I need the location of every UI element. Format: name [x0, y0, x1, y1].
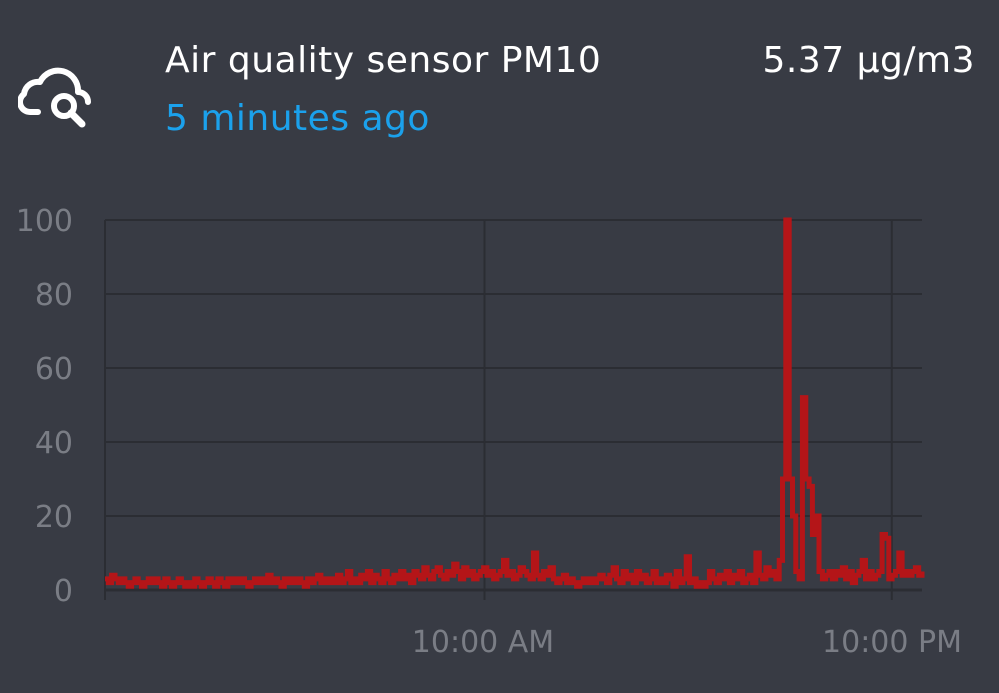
last-changed-time: 5 minutes ago [165, 98, 430, 139]
y-tick-label: 60 [35, 352, 73, 387]
x-tick-label: 10:00 AM [412, 625, 554, 660]
y-tick-label: 80 [35, 278, 73, 313]
history-chart[interactable]: 0 20 40 60 80 100 10:00 AM 10:00 PM [0, 195, 999, 693]
entity-name: Air quality sensor PM10 [165, 40, 602, 81]
x-tick-label: 10:00 PM [822, 625, 962, 660]
series-line[interactable] [105, 217, 925, 589]
entity-state-value: 5.37 µg/m3 [762, 40, 975, 81]
y-tick-label: 100 [16, 204, 73, 239]
y-tick-label: 20 [35, 500, 73, 535]
history-chart-svg[interactable]: 0 20 40 60 80 100 10:00 AM 10:00 PM [0, 195, 999, 693]
y-tick-label: 0 [54, 574, 73, 609]
cloud-search-icon [17, 58, 94, 128]
y-tick-label: 40 [35, 426, 73, 461]
